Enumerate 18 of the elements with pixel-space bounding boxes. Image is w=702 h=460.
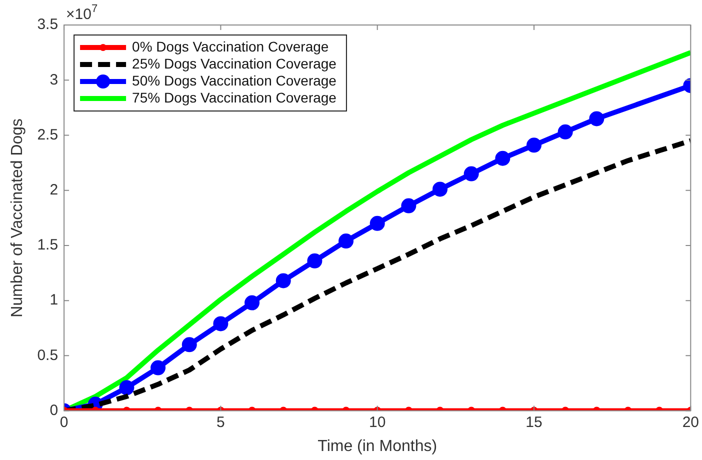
x-tick-label: 15: [526, 414, 542, 431]
legend-label: 0% Dogs Vaccination Coverage: [132, 38, 329, 54]
x-tick-label: 10: [369, 414, 386, 431]
legend-label: 75% Dogs Vaccination Coverage: [132, 89, 337, 106]
y-tick-label: 2: [50, 181, 58, 198]
y-tick-label: 0: [50, 402, 58, 419]
legend-label: 25% Dogs Vaccination Coverage: [132, 55, 337, 72]
y-tick-label: 1: [50, 292, 58, 309]
legend-label: 50% Dogs Vaccination Coverage: [132, 72, 337, 88]
x-tick-label: 5: [216, 414, 225, 431]
y-tick-label: 1.5: [37, 236, 58, 254]
y-axis-title: Number of Vaccinated Dogs: [9, 118, 26, 318]
x-tick-label: 20: [682, 414, 699, 431]
y-tick-label: 0.5: [37, 346, 58, 364]
y-tick-label: 2.5: [37, 126, 58, 144]
y-tick-label: 3.5: [37, 16, 58, 34]
y-tick-label: 3: [50, 71, 58, 88]
x-axis-title: Time (in Months): [318, 438, 438, 455]
